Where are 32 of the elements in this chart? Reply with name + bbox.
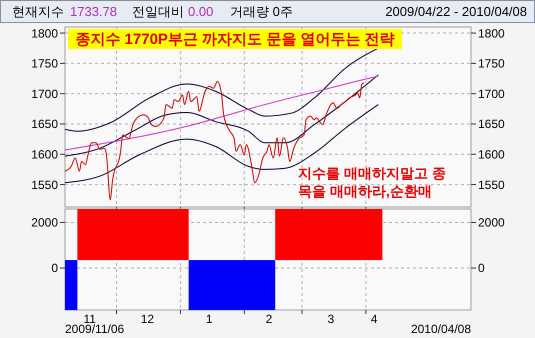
y2-tick-label: 1650 <box>478 117 506 132</box>
text: 0.00 <box>188 4 214 19</box>
text: 2010/04/08 <box>410 322 472 336</box>
y-tick-label: 1550 <box>31 178 58 192</box>
text: 2009/11/06 <box>65 322 124 336</box>
y2-tick-label: 1750 <box>478 56 506 71</box>
y-tick-label: 1700 <box>31 86 58 101</box>
y2-tick-label: 1600 <box>478 147 506 162</box>
x-tick-label: 4 <box>370 312 378 326</box>
text: 현재지수 <box>12 4 64 19</box>
line-series <box>64 48 379 132</box>
x-tick-label: 3 <box>328 312 335 326</box>
text: 전일대비 <box>132 4 184 19</box>
y2-tick-label: 2000 <box>478 216 506 230</box>
x-tick-label: 12 <box>140 312 154 326</box>
y-tick-label: 1650 <box>31 117 58 132</box>
annotation: 지수를 매매하지말고 종목을 매매하라,순환매 <box>298 165 446 199</box>
y2-tick-label: 1550 <box>478 178 506 192</box>
x-tick-label: 1 <box>206 312 213 326</box>
y2-tick-label: 0 <box>478 261 485 276</box>
y2-tick-label: 1700 <box>478 86 506 101</box>
chart-title: 종지수 1770P부근 까자지도 문을 열어두는 전략 <box>75 31 395 48</box>
y-tick-label: 0 <box>51 261 58 276</box>
y-tick-label: 1800 <box>31 26 58 40</box>
text: 2009/04/22 - 2010/04/08 <box>385 4 527 19</box>
y2-tick-label: 1800 <box>478 26 506 40</box>
y-tick-label: 1600 <box>31 147 58 162</box>
text: 1733.78 <box>70 4 117 19</box>
x-tick-label: 2 <box>266 312 273 326</box>
y-tick-label: 1750 <box>31 56 58 71</box>
y-tick-label: 2000 <box>31 216 58 230</box>
text: 거래량 0주 <box>230 4 293 19</box>
